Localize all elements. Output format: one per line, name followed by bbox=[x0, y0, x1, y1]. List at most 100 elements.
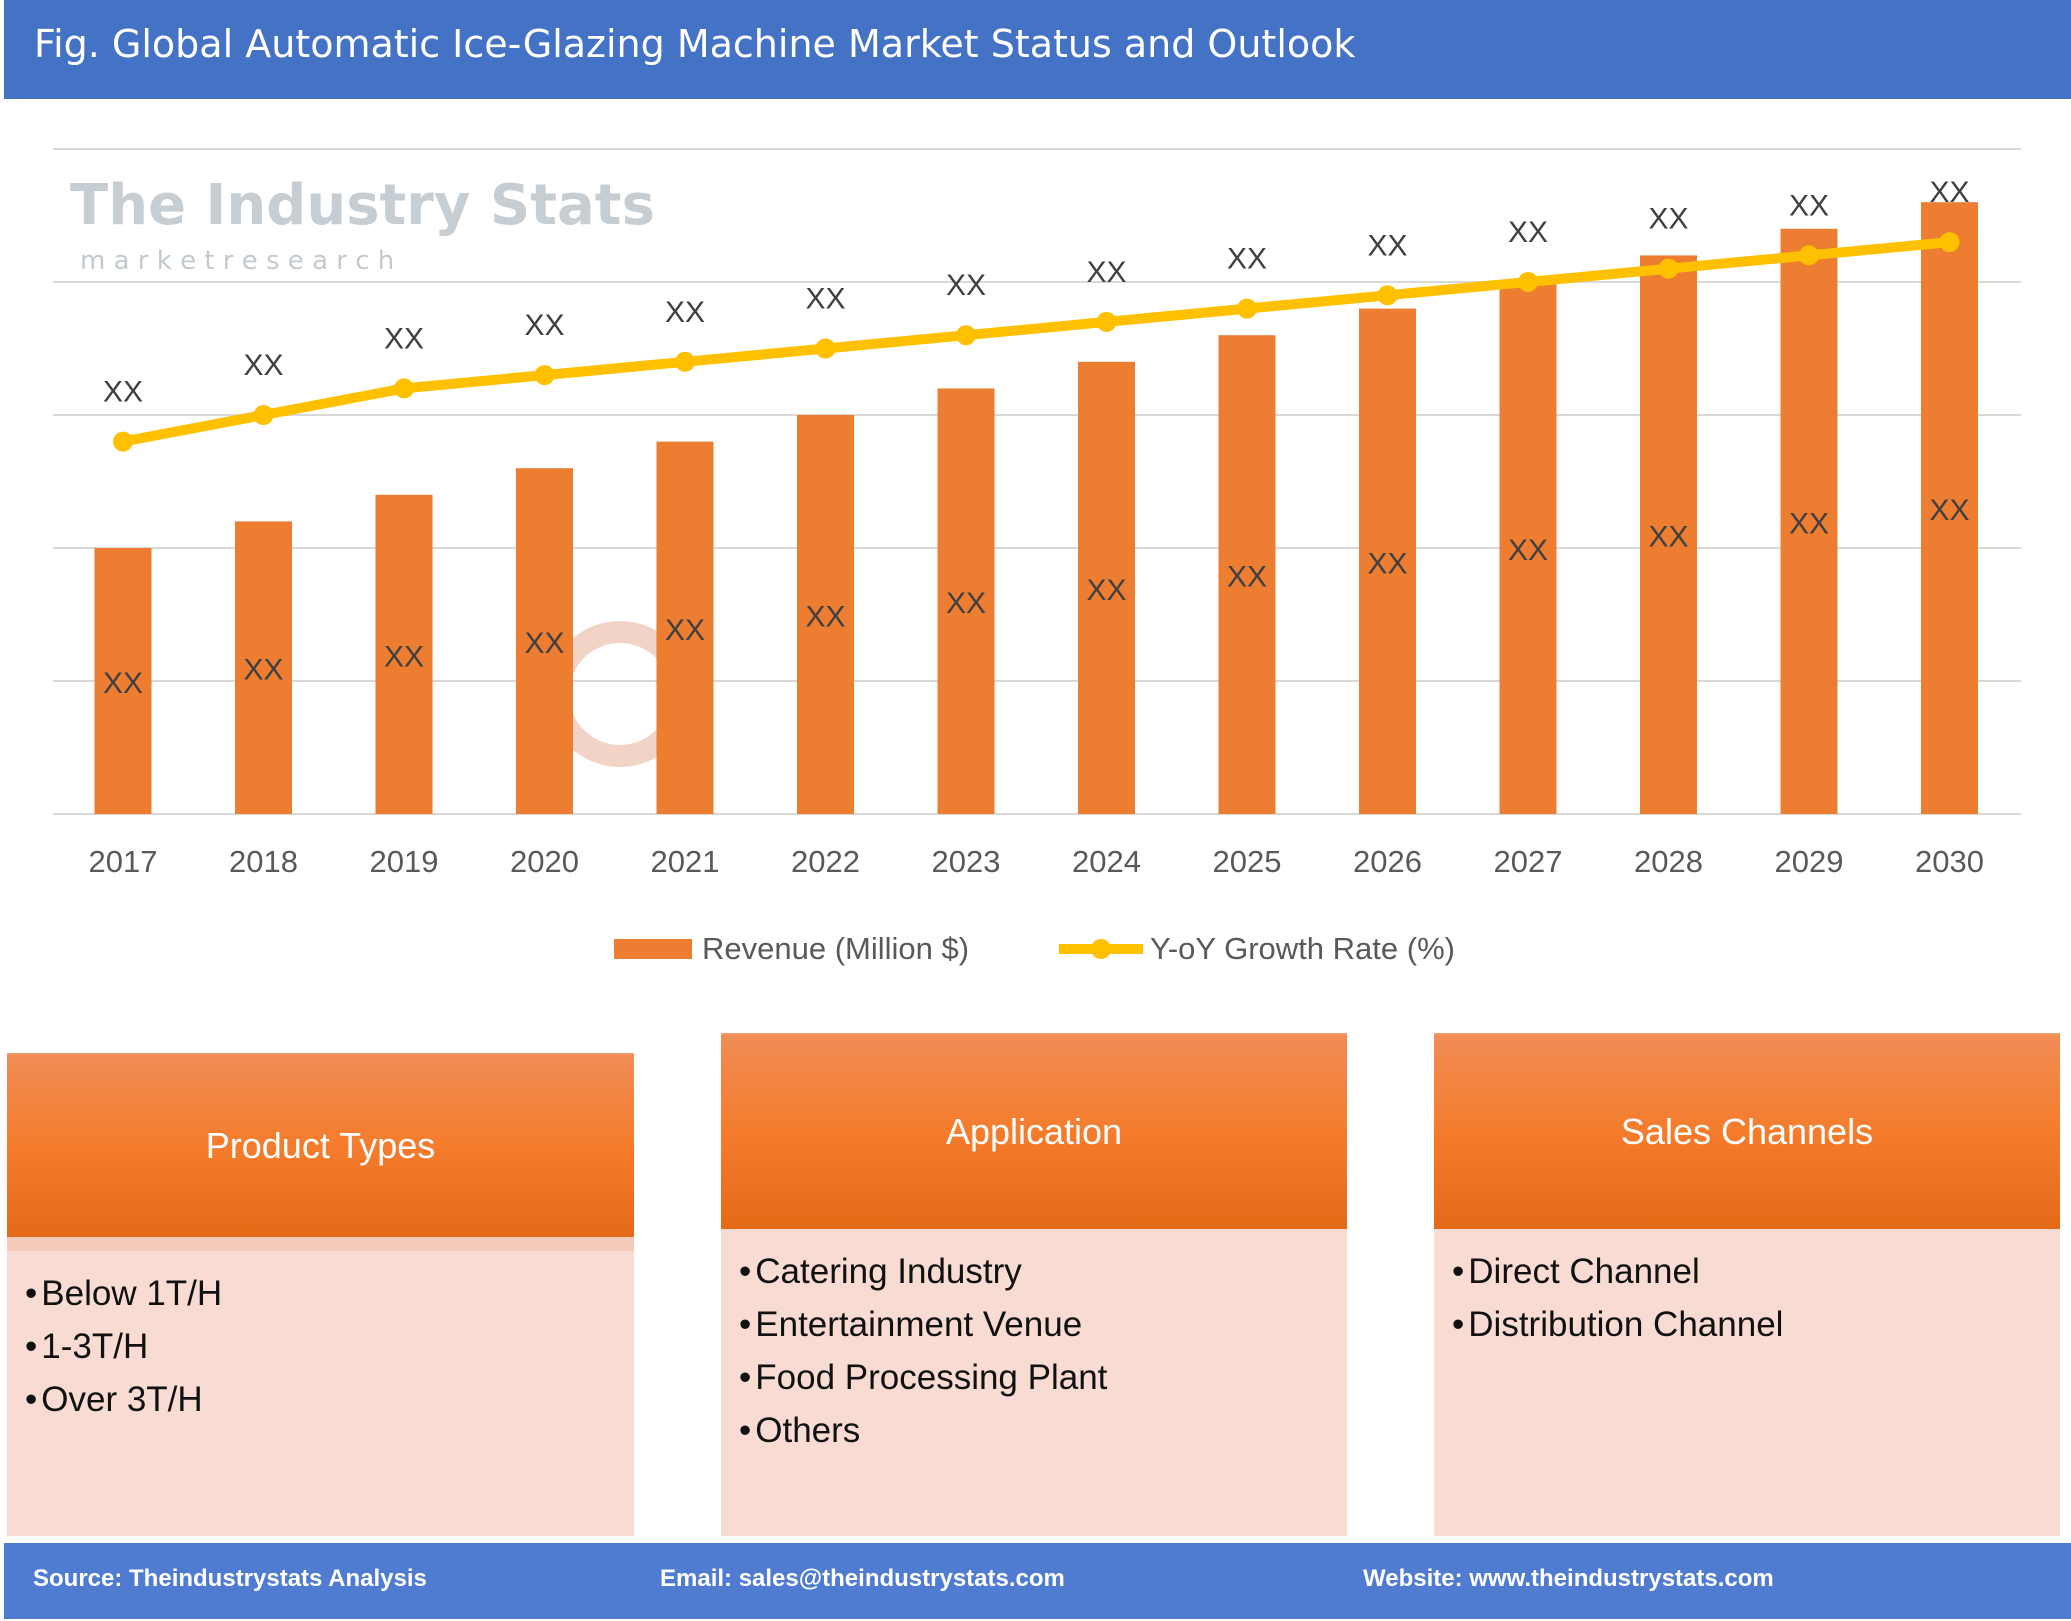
bar-data-label: XX bbox=[524, 627, 564, 660]
line-data-label: XX bbox=[665, 296, 705, 329]
line-point-2029 bbox=[1799, 245, 1819, 266]
line-data-label: XX bbox=[1086, 256, 1126, 289]
line-point-2027 bbox=[1518, 272, 1538, 292]
watermark-tagline: m a r k e t r e s e a r c h bbox=[80, 246, 394, 276]
bar-2018 bbox=[235, 521, 292, 814]
line-data-label: XX bbox=[103, 376, 143, 409]
bar-2019 bbox=[375, 494, 433, 814]
line-data-label: XX bbox=[805, 283, 845, 316]
list-item: Distribution Channel bbox=[1452, 1298, 2060, 1351]
x-tick-label: 2021 bbox=[651, 844, 720, 879]
bar-2024 bbox=[1078, 361, 1135, 814]
bar-2030 bbox=[1921, 202, 1978, 814]
x-tick-label: 2024 bbox=[1072, 844, 1141, 879]
list-item: Others bbox=[739, 1404, 1347, 1457]
bar-data-label: XX bbox=[805, 601, 845, 634]
line-data-label: XX bbox=[1929, 176, 1969, 209]
x-tick-label: 2018 bbox=[229, 844, 298, 879]
page-title: Fig. Global Automatic Ice-Glazing Machin… bbox=[34, 22, 1356, 66]
bar-data-label: XX bbox=[1648, 521, 1688, 554]
bar-data-label: XX bbox=[1789, 507, 1829, 540]
source-text: Source: Theindustrystats Analysis bbox=[33, 1565, 427, 1592]
x-tick-label: 2023 bbox=[932, 844, 1001, 879]
line-point-2023 bbox=[956, 325, 976, 346]
line-point-2021 bbox=[675, 351, 695, 372]
box-title: Application bbox=[721, 1033, 1347, 1229]
x-tick-label: 2025 bbox=[1213, 844, 1282, 879]
x-tick-label: 2026 bbox=[1353, 844, 1422, 879]
x-tick-label: 2028 bbox=[1634, 844, 1703, 879]
line-point-2030 bbox=[1939, 232, 1960, 253]
application-box: Application Catering Industry Entertainm… bbox=[721, 1033, 1347, 1536]
box-title: Product Types bbox=[7, 1053, 634, 1237]
legend-revenue-label: Revenue (Million $) bbox=[702, 931, 969, 966]
x-tick-label: 2027 bbox=[1494, 844, 1563, 879]
list-item: Catering Industry bbox=[739, 1245, 1347, 1298]
bar-data-label: XX bbox=[946, 587, 986, 620]
x-tick-label: 2020 bbox=[510, 844, 579, 879]
bar-2017 bbox=[94, 548, 152, 814]
bar-data-label: XX bbox=[1086, 574, 1126, 607]
title-bar: Fig. Global Automatic Ice-Glazing Machin… bbox=[4, 0, 2071, 99]
list-item: 1-3T/H bbox=[25, 1320, 634, 1373]
website-text: Website: www.theindustrystats.com bbox=[1363, 1565, 1774, 1592]
bar-2022 bbox=[797, 415, 854, 814]
list-item: Over 3T/H bbox=[25, 1373, 634, 1426]
bar-2026 bbox=[1359, 308, 1416, 814]
box-list: Below 1T/H 1-3T/H Over 3T/H bbox=[7, 1251, 634, 1536]
line-data-label: XX bbox=[1367, 229, 1407, 262]
bar-2029 bbox=[1780, 228, 1838, 815]
x-tick-label: 2029 bbox=[1775, 844, 1844, 879]
revenue-growth-chart: The Industry Stats m a r k e t r e s e a … bbox=[53, 148, 2021, 966]
watermark-logo: The Industry Stats bbox=[70, 173, 655, 238]
bar-2028 bbox=[1640, 255, 1697, 814]
bar-2021 bbox=[656, 441, 714, 814]
list-item: Direct Channel bbox=[1452, 1245, 2060, 1298]
bar-2027 bbox=[1499, 282, 1557, 814]
box-title: Sales Channels bbox=[1434, 1033, 2060, 1229]
bar-data-label: XX bbox=[1508, 534, 1548, 567]
bar-data-label: XX bbox=[1227, 561, 1267, 594]
bar-data-label: XX bbox=[384, 640, 424, 673]
legend-growth-label: Y-oY Growth Rate (%) bbox=[1150, 931, 1455, 966]
footer: Source: Theindustrystats Analysis Email:… bbox=[4, 1543, 2071, 1619]
line-data-label: XX bbox=[384, 322, 424, 355]
line-point-2020 bbox=[534, 365, 555, 386]
list-item: Food Processing Plant bbox=[739, 1351, 1347, 1404]
line-data-label: XX bbox=[1227, 243, 1267, 276]
line-point-2022 bbox=[815, 338, 836, 359]
growth-line bbox=[122, 237, 1950, 447]
legend-growth-marker bbox=[1091, 939, 1111, 959]
line-data-label: XX bbox=[1789, 189, 1829, 222]
line-data-label: XX bbox=[524, 309, 564, 342]
line-data-label: XX bbox=[1508, 216, 1548, 249]
line-point-2017 bbox=[113, 431, 133, 452]
line-data-label: XX bbox=[946, 269, 986, 302]
email-text: Email: sales@theindustrystats.com bbox=[660, 1565, 1065, 1592]
list-item: Entertainment Venue bbox=[739, 1298, 1347, 1351]
line-point-2024 bbox=[1096, 311, 1117, 332]
divider bbox=[7, 1237, 634, 1251]
line-data-label: XX bbox=[1648, 203, 1688, 236]
bar-2025 bbox=[1218, 335, 1276, 814]
line-point-2028 bbox=[1658, 258, 1679, 279]
sales-channels-box: Sales Channels Direct Channel Distributi… bbox=[1434, 1033, 2060, 1536]
bar-data-label: XX bbox=[103, 667, 143, 700]
bar-data-label: XX bbox=[1367, 547, 1407, 580]
bar-data-label: XX bbox=[665, 614, 705, 647]
list-item: Below 1T/H bbox=[25, 1267, 634, 1320]
x-tick-label: 2019 bbox=[370, 844, 439, 879]
bar-data-label: XX bbox=[243, 654, 283, 687]
x-tick-label: 2017 bbox=[89, 844, 158, 879]
line-point-2018 bbox=[253, 405, 274, 425]
bar-2020 bbox=[516, 468, 573, 814]
x-tick-label: 2030 bbox=[1915, 844, 1984, 879]
line-point-2025 bbox=[1237, 298, 1257, 319]
legend-revenue-swatch bbox=[614, 939, 692, 959]
bar-data-label: XX bbox=[1929, 494, 1969, 527]
line-point-2019 bbox=[394, 378, 414, 399]
line-data-label: XX bbox=[243, 349, 283, 382]
x-tick-label: 2022 bbox=[791, 844, 860, 879]
box-list: Direct Channel Distribution Channel bbox=[1434, 1229, 2060, 1536]
box-list: Catering Industry Entertainment Venue Fo… bbox=[721, 1229, 1347, 1536]
